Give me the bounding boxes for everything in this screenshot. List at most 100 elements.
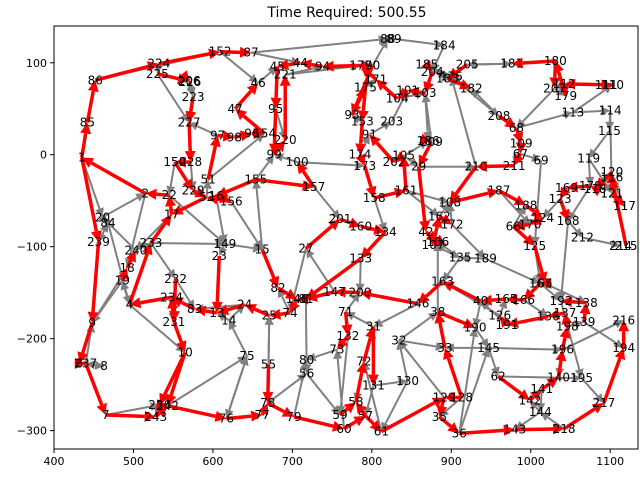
node-label: 112: [553, 77, 576, 91]
route-edge: [167, 404, 227, 422]
node-label: 237: [74, 356, 97, 370]
network-edge: [421, 93, 433, 142]
network-edge: [302, 299, 312, 374]
network-edge: [520, 152, 542, 162]
network-edge: [439, 396, 463, 417]
node-label: 170: [518, 218, 541, 232]
edges-layer: [74, 34, 630, 436]
node-label: 205: [456, 58, 479, 72]
network-edge: [216, 312, 230, 322]
route-edge: [610, 192, 625, 207]
route-edge: [579, 302, 591, 323]
network-edge: [488, 345, 563, 354]
route-edge: [523, 282, 542, 300]
route-edge: [559, 326, 571, 351]
node-label: 178: [579, 179, 602, 193]
node-label: 33: [437, 341, 452, 355]
network-edge: [373, 377, 408, 387]
network-edge: [512, 205, 526, 227]
node-label: 234: [160, 290, 183, 304]
node-label: 98: [227, 130, 242, 144]
node-label: 157: [302, 180, 325, 194]
node-label: 67: [513, 147, 528, 161]
node-label: 45: [270, 59, 285, 73]
node-label: 82: [270, 281, 285, 295]
route-edge: [447, 63, 469, 79]
node-label: 1: [78, 150, 86, 164]
node-label: 183: [436, 71, 459, 85]
node-label: 137: [553, 306, 576, 320]
route-edge: [80, 157, 102, 243]
node-label: 142: [518, 393, 541, 407]
route-edge: [380, 397, 445, 434]
node-label: 14: [221, 313, 236, 327]
route-edge: [421, 59, 433, 72]
x-tick-label: 1000: [517, 455, 545, 468]
route-edge: [524, 203, 543, 219]
network-edge: [432, 243, 460, 258]
node-label: 107: [422, 238, 445, 252]
network-edge: [97, 222, 109, 243]
node-label: 58: [348, 395, 363, 409]
route-edge: [533, 245, 548, 284]
route-edge: [171, 195, 208, 215]
node-label: 227: [178, 116, 201, 130]
route-edge: [436, 397, 448, 417]
route-edge: [549, 60, 561, 89]
network-edge: [150, 242, 176, 279]
node-label: 240: [124, 243, 147, 257]
y-tick-label: 0: [40, 149, 47, 162]
node-label: 211: [503, 159, 526, 173]
node-label: 123: [549, 192, 572, 206]
route-edge: [290, 298, 300, 313]
x-tick-label: 500: [123, 455, 144, 468]
route-edge: [85, 80, 99, 123]
route-edge: [145, 188, 170, 200]
node-label: 57: [358, 409, 373, 423]
network-edge: [403, 154, 419, 167]
node-label: 113: [561, 105, 584, 119]
route-edge: [438, 415, 460, 434]
route-edge: [216, 302, 246, 315]
route-edge: [360, 224, 386, 235]
node-label: 226: [178, 75, 201, 89]
route-edge: [357, 87, 369, 122]
network-edge: [458, 327, 479, 434]
node-label: 79: [286, 410, 301, 424]
route-edge: [339, 217, 361, 228]
node-label: 175: [354, 81, 377, 95]
node-label: 233: [139, 236, 162, 250]
node-label: 116: [600, 171, 623, 185]
axis-ticks: 400 500 600 700 800 900 1000 1100−300−200−10001…: [17, 57, 624, 468]
node-label: 173: [353, 159, 376, 173]
node-label: 109: [510, 137, 533, 151]
route-edge: [297, 162, 316, 188]
network-edge: [471, 88, 500, 117]
node-label: 22: [162, 188, 177, 202]
route-edge: [297, 293, 309, 305]
route-edge: [217, 130, 235, 142]
node-label: 134: [374, 225, 397, 239]
route-edge: [173, 161, 193, 191]
node-label: 72: [356, 355, 371, 369]
network-edge: [557, 220, 570, 301]
network-edge: [580, 377, 604, 403]
network-edge: [135, 242, 151, 252]
route-edge: [514, 423, 565, 435]
network-edge: [485, 257, 541, 284]
node-label: 163: [431, 275, 454, 289]
route-edge: [561, 312, 573, 327]
route-edge: [127, 243, 153, 306]
node-label: 60: [336, 422, 351, 436]
route-edge: [338, 402, 356, 417]
network-edge: [219, 243, 228, 256]
node-label: 232: [164, 272, 187, 286]
route-edge: [355, 153, 366, 166]
route-edge: [220, 46, 252, 58]
route-edge: [270, 66, 282, 109]
network-edge: [523, 299, 549, 317]
route-edge: [258, 403, 269, 416]
network-edge: [219, 50, 259, 83]
network-edge: [274, 153, 298, 164]
network-edge: [373, 197, 387, 232]
